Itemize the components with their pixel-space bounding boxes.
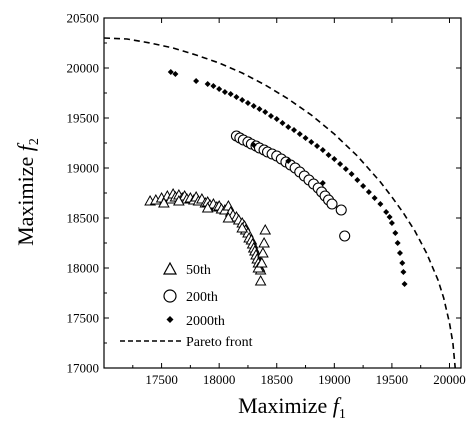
ticks-layer: 17500 18000 18500 19000 19500 20000 17000 17500… — [67, 11, 466, 388]
point-2000th — [319, 147, 326, 153]
point-2000th — [204, 81, 211, 87]
point-200th — [326, 198, 338, 210]
point-2000th — [167, 69, 174, 75]
point-2000th — [314, 143, 321, 149]
point-2000th — [319, 180, 326, 186]
point-50th — [236, 221, 249, 233]
point-2000th — [285, 158, 292, 164]
point-2000th — [371, 195, 378, 201]
point-50th — [222, 211, 235, 223]
point-2000th — [377, 201, 384, 207]
point-2000th — [392, 230, 399, 236]
x-tick-label: 20000 — [433, 372, 466, 387]
x-tick-label: 17500 — [145, 372, 178, 387]
point-2000th — [172, 71, 179, 77]
y-tick-label: 20000 — [67, 61, 100, 76]
pareto-front-line — [103, 37, 456, 369]
point-2000th — [239, 97, 246, 103]
legend-label-2000th: 2000th — [186, 314, 225, 329]
x-tick-label: 18500 — [260, 372, 293, 387]
point-2000th — [399, 260, 406, 266]
x-axis-title: Maximize f1 — [238, 393, 346, 422]
point-50th — [255, 256, 268, 268]
legend-entry-50th: 50th — [162, 261, 211, 278]
y-tick-label: 17500 — [67, 311, 100, 326]
point-2000th — [331, 156, 338, 162]
legend-entry-2000th: 2000th — [166, 314, 225, 329]
point-2000th — [210, 83, 217, 89]
point-2000th — [354, 177, 361, 183]
x-tick-label: 19500 — [376, 372, 409, 387]
point-2000th — [342, 166, 349, 172]
point-50th — [254, 274, 267, 286]
point-2000th — [244, 100, 251, 106]
legend-label-pareto-front: Pareto front — [186, 335, 253, 350]
y-tick-label: 18500 — [67, 211, 100, 226]
y-tick-label: 19500 — [67, 111, 100, 126]
legend-label-50th: 50th — [186, 263, 211, 278]
point-50th — [258, 236, 270, 248]
point-2000th — [216, 86, 223, 92]
x-tick-label: 18000 — [203, 372, 236, 387]
point-200th — [339, 230, 351, 242]
point-50th — [158, 196, 170, 208]
y-axis-title: Maximize f2 — [13, 138, 42, 246]
point-2000th — [360, 183, 367, 189]
point-2000th — [250, 103, 257, 109]
point-2000th — [383, 209, 390, 215]
point-2000th — [400, 269, 407, 275]
plot-content — [103, 37, 456, 369]
point-2000th — [348, 171, 355, 177]
point-2000th — [250, 142, 257, 148]
point-2000th — [396, 250, 403, 256]
point-2000th — [285, 124, 292, 130]
point-2000th — [262, 109, 269, 115]
point-2000th — [221, 89, 228, 95]
point-2000th — [256, 106, 263, 112]
point-2000th — [273, 116, 280, 122]
point-2000th — [308, 139, 315, 145]
point-200th — [335, 204, 347, 216]
point-2000th — [193, 78, 200, 84]
legend-entry-200th: 200th — [163, 289, 218, 305]
legend-circle-marker — [163, 289, 177, 303]
point-2000th — [279, 120, 286, 126]
point-50th — [257, 246, 269, 258]
point-2000th — [227, 91, 234, 97]
legend-dot-marker — [166, 316, 174, 323]
legend-entry-pareto-front: Pareto front — [120, 335, 253, 350]
y-tick-label: 20500 — [67, 11, 100, 26]
y-tick-label: 17000 — [67, 361, 100, 376]
x-tick-label: 19000 — [318, 372, 351, 387]
point-2000th — [302, 135, 309, 141]
point-50th — [259, 223, 272, 235]
point-2000th — [394, 240, 401, 246]
point-2000th — [325, 152, 332, 158]
point-50th — [173, 194, 185, 206]
y-tick-label: 18000 — [67, 261, 100, 276]
point-2000th — [365, 189, 372, 195]
legend: 50th 200th 2000th Pareto front — [120, 261, 253, 350]
point-2000th — [233, 94, 240, 100]
point-2000th — [386, 214, 393, 220]
legend-triangle-marker — [162, 261, 178, 275]
plot-frame — [103, 17, 462, 369]
y-tick-label: 19000 — [67, 161, 100, 176]
point-2000th — [388, 220, 395, 226]
point-2000th — [296, 131, 303, 137]
point-2000th — [291, 127, 298, 133]
legend-label-200th: 200th — [186, 290, 218, 305]
point-2000th — [267, 113, 274, 119]
point-50th — [201, 201, 214, 213]
point-2000th — [401, 281, 408, 287]
point-2000th — [337, 161, 344, 167]
